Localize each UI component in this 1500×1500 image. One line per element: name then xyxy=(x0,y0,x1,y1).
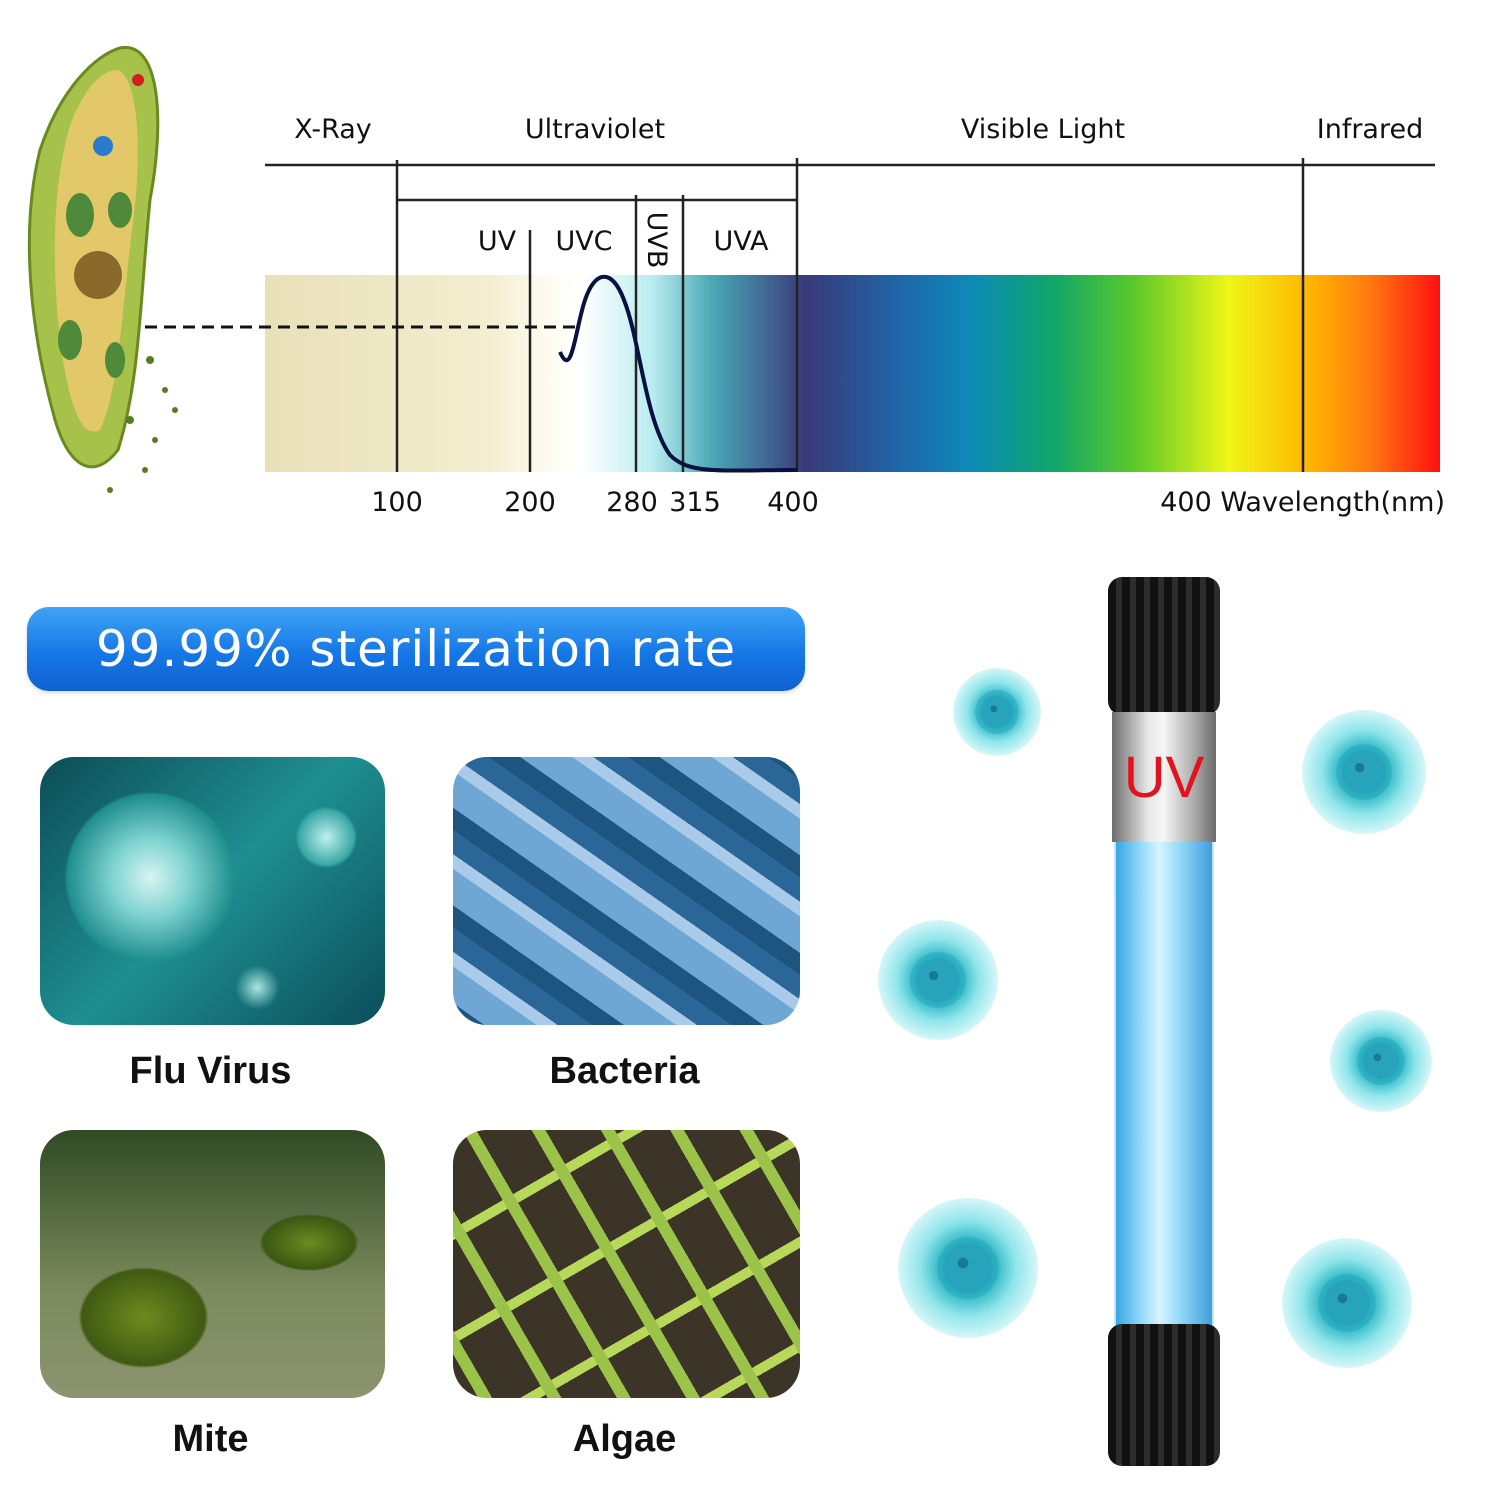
tick-200: 200 xyxy=(504,487,556,518)
virus-icon xyxy=(1282,1238,1412,1368)
mite-label: Mite xyxy=(172,1418,249,1460)
virus-icon xyxy=(1330,1010,1432,1112)
mite-image xyxy=(40,1130,385,1398)
axis-label: 400 Wavelength(nm) xyxy=(1160,487,1445,518)
tick-400: 400 xyxy=(767,487,819,518)
band-uvc: UVC xyxy=(555,226,612,257)
region-ultraviolet: Ultraviolet xyxy=(525,114,665,145)
flu-virus-image xyxy=(40,757,385,1025)
virus-icon xyxy=(898,1198,1038,1338)
paramecium-illustration xyxy=(27,46,178,493)
algae-label: Algae xyxy=(572,1418,677,1460)
flu-virus-label: Flu Virus xyxy=(129,1050,292,1092)
tick-280: 280 xyxy=(606,487,658,518)
tick-315: 315 xyxy=(669,487,721,518)
absorption-curve xyxy=(558,274,798,473)
bacteria-label: Bacteria xyxy=(549,1050,700,1092)
region-xray: X-Ray xyxy=(294,114,372,145)
algae-image xyxy=(453,1130,800,1398)
bacteria-image xyxy=(453,757,800,1025)
spectrum-bar xyxy=(265,275,1440,472)
band-uva: UVA xyxy=(714,226,770,257)
lamp-metal-band: UV xyxy=(1112,712,1216,842)
region-visible: Visible Light xyxy=(961,114,1125,145)
banner-text: 99.99% sterilization rate xyxy=(95,620,737,678)
region-infrared: Infrared xyxy=(1317,114,1423,145)
spectrum-diagram: X-Ray Ultraviolet Visible Light Infrared… xyxy=(27,46,1445,518)
tick-100: 100 xyxy=(371,487,423,518)
sterilization-rate-banner: 99.99% sterilization rate xyxy=(27,607,805,691)
virus-icon xyxy=(1302,710,1426,834)
virus-icon xyxy=(878,920,998,1040)
lamp-glass-tube xyxy=(1114,842,1214,1326)
lamp-bottom-cap xyxy=(1108,1324,1220,1466)
lamp-uv-label: UV xyxy=(1123,744,1205,810)
virus-icon xyxy=(953,668,1041,756)
band-uvb: UVB xyxy=(641,212,672,269)
range-lines xyxy=(265,158,1435,472)
band-uv: UV xyxy=(478,226,517,257)
lamp-top-cap xyxy=(1108,577,1220,715)
